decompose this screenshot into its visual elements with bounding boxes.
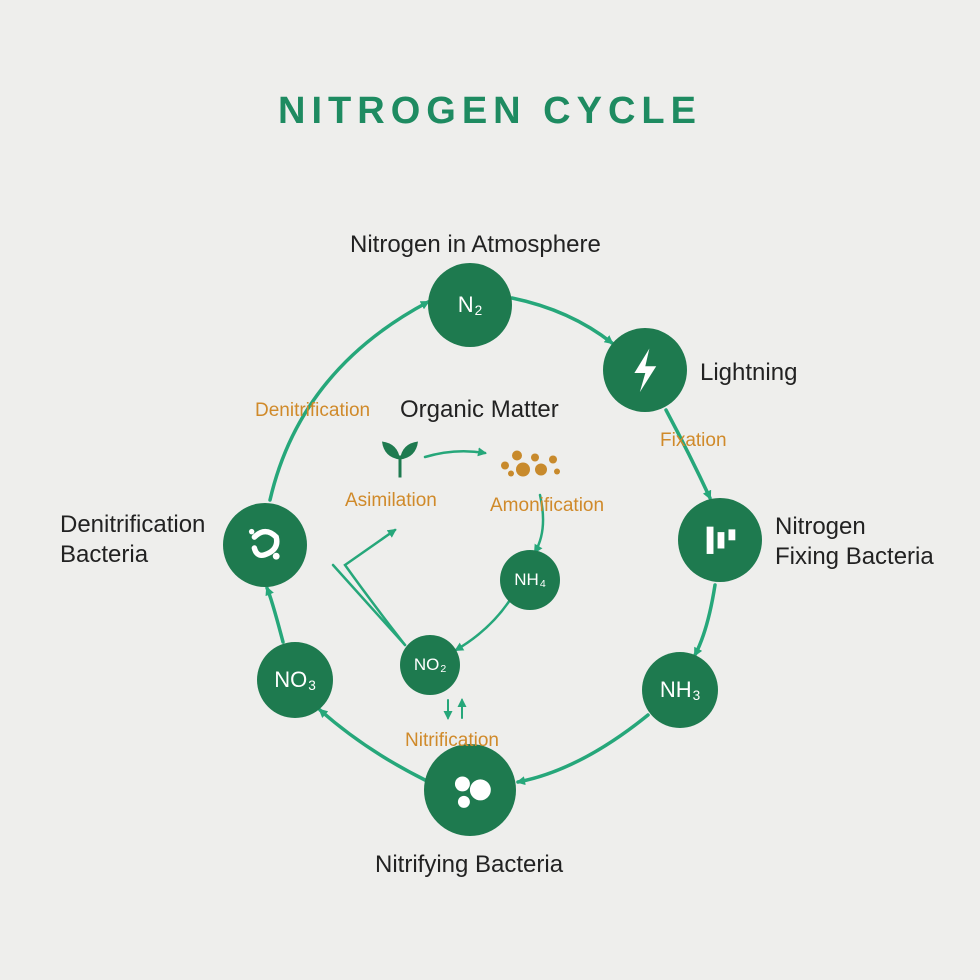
node-formula-nh4: NH4 (514, 570, 545, 591)
label-org: Organic Matter (400, 395, 559, 425)
lightning-icon (618, 343, 673, 398)
process-label-denit: Denitrification (255, 400, 370, 422)
bact-icon (238, 518, 293, 573)
node-nitrify (424, 744, 516, 836)
arrow-a1 (512, 298, 612, 343)
node-denitb (223, 503, 307, 587)
label-nitrl: Nitrifying Bacteria (375, 850, 563, 880)
bars-icon (693, 513, 748, 568)
arrows-layer (0, 0, 980, 980)
process-label-fix: Fixation (660, 430, 727, 452)
label-nfixl: Nitrogen Fixing Bacteria (775, 512, 934, 572)
node-no2: NO2 (400, 635, 460, 695)
organic-matter-dots-icon (495, 446, 565, 485)
process-label-nitr: Nitrification (405, 730, 499, 752)
node-nh4: NH4 (500, 550, 560, 610)
label-light: Lightning (700, 358, 797, 388)
node-nfix (678, 498, 762, 582)
node-formula-no2: NO2 (414, 655, 446, 676)
plant-icon (378, 438, 422, 483)
process-label-amon: Amonification (490, 495, 604, 517)
arrow-a2 (666, 410, 710, 498)
arrow-a6 (267, 588, 283, 642)
node-formula-n2: N2 (458, 292, 482, 318)
node-nh3: NH3 (642, 652, 718, 728)
dots3-icon (440, 760, 500, 820)
node-n2: N2 (428, 263, 512, 347)
process-label-asim: Asimilation (345, 490, 437, 512)
arrow-a10 (456, 600, 510, 650)
arrow-a11 (345, 530, 405, 645)
node-formula-nh3: NH3 (660, 677, 700, 703)
diagram-title: NITROGEN CYCLE (0, 90, 980, 133)
node-lightning (603, 328, 687, 412)
label-atm: Nitrogen in Atmosphere (350, 230, 601, 260)
node-no3: NO3 (257, 642, 333, 718)
label-denitl: Denitrification Bacteria (60, 510, 205, 570)
arrow-a3 (695, 585, 715, 655)
arrow-a12 (333, 565, 405, 645)
node-formula-no3: NO3 (274, 667, 316, 693)
arrow-a8 (425, 451, 485, 457)
arrow-a4 (518, 715, 648, 782)
